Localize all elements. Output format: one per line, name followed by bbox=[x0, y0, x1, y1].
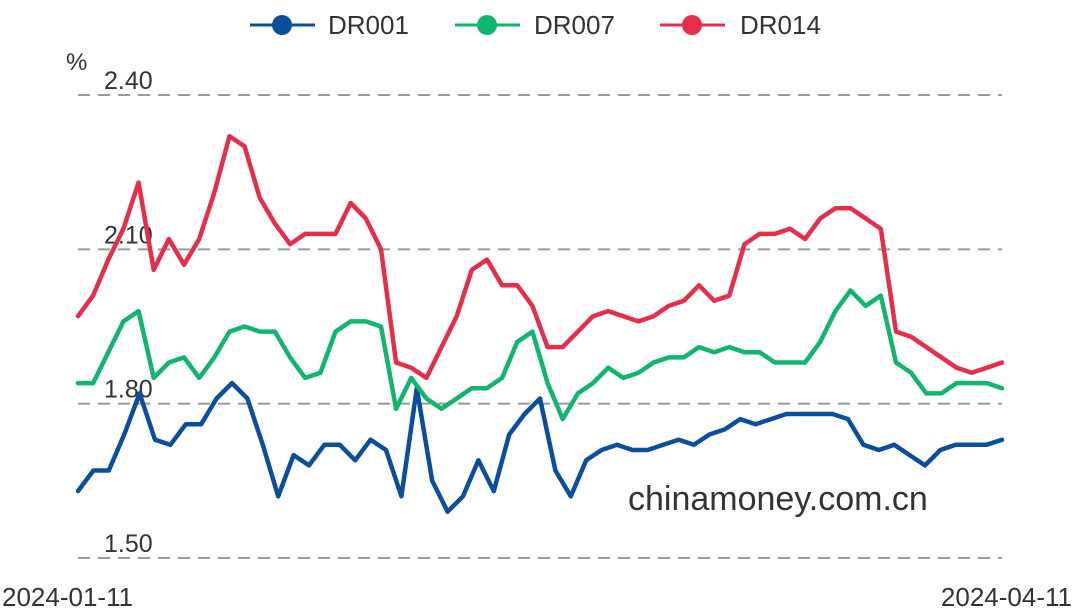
y-tick-label-0: 2.40 bbox=[104, 67, 153, 95]
legend-label-dr014: DR014 bbox=[740, 10, 821, 40]
y-axis-unit: % bbox=[66, 49, 87, 76]
legend-item-dr007[interactable]: DR007 bbox=[455, 10, 615, 40]
series-line-dr007 bbox=[75, 288, 1005, 422]
legend-item-dr001[interactable]: DR001 bbox=[250, 10, 409, 40]
y-tick-label-2: 1.80 bbox=[104, 376, 153, 404]
series-line-dr014 bbox=[75, 133, 1005, 381]
series-lines bbox=[75, 133, 1005, 514]
legend: DR001 DR007 DR014 bbox=[250, 10, 821, 40]
legend-item-dr014[interactable]: DR014 bbox=[660, 10, 821, 40]
x-tick-label-start: 2024-01-11 bbox=[2, 582, 133, 612]
legend-marker-dr014 bbox=[682, 15, 702, 35]
y-tick-labels: 2.402.101.801.50 bbox=[104, 67, 153, 558]
x-tick-label-end: 2024-04-11 bbox=[941, 582, 1072, 612]
legend-label-dr001: DR001 bbox=[328, 10, 409, 40]
series-line-dr001 bbox=[75, 380, 1005, 514]
y-tick-label-3: 1.50 bbox=[104, 530, 153, 558]
legend-marker-dr007 bbox=[477, 15, 497, 35]
legend-label-dr007: DR007 bbox=[534, 10, 615, 40]
legend-marker-dr001 bbox=[272, 15, 292, 35]
watermark: chinamoney.com.cn bbox=[628, 480, 928, 518]
